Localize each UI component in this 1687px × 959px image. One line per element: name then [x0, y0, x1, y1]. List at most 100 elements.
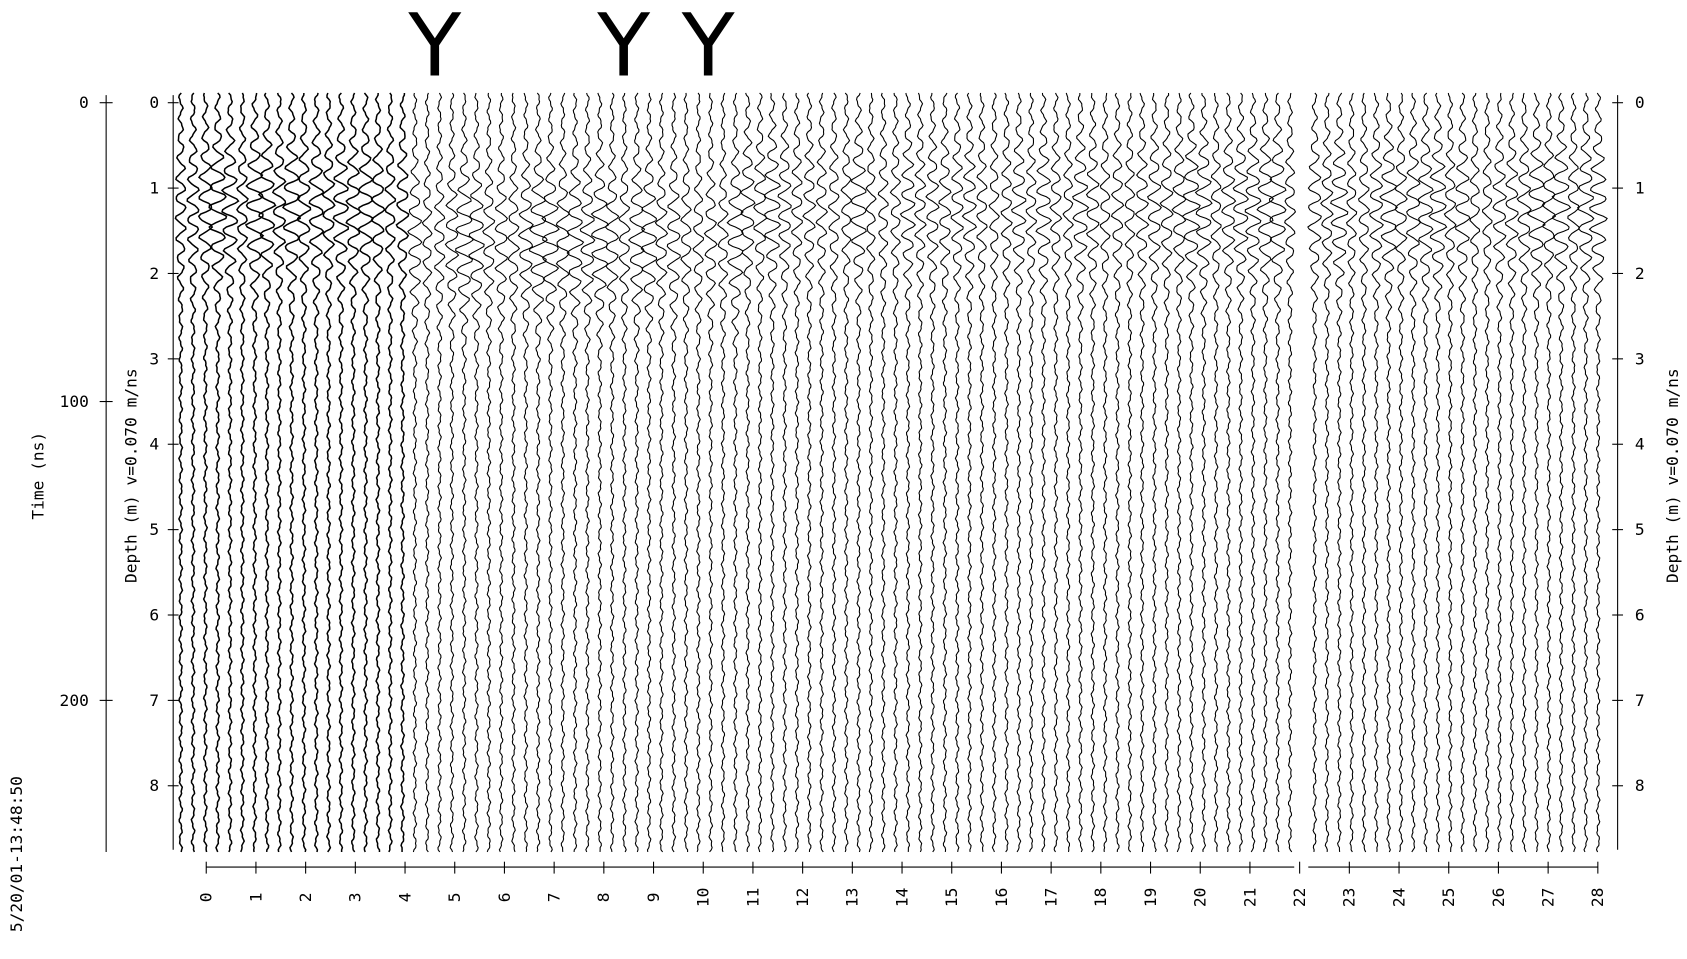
x-tick-label: 1 [246, 892, 265, 902]
trace [1379, 92, 1398, 853]
trace [1210, 92, 1222, 853]
trace [1049, 92, 1063, 853]
trace [1181, 92, 1201, 853]
depth-tick-label: 1 [1635, 178, 1645, 197]
x-tick-label: 16 [992, 888, 1011, 908]
trace [703, 92, 718, 853]
trace [827, 92, 840, 853]
marker-label: Y [681, 0, 735, 97]
depth-axis-label: Depth (m) v=0.070 m/ns [121, 368, 140, 583]
trace [1146, 92, 1162, 853]
trace [791, 92, 803, 853]
trace [444, 92, 460, 853]
trace [528, 92, 548, 853]
x-tick-label: 27 [1539, 888, 1558, 908]
depth-tick-label: 4 [1635, 435, 1645, 454]
trace [555, 92, 571, 853]
x-tick-label: 0 [197, 892, 216, 902]
trace [961, 92, 978, 853]
y-axis-label: Time (ns) [28, 432, 47, 520]
trace [1307, 92, 1322, 853]
trace [1455, 92, 1471, 852]
trace [482, 92, 496, 853]
trace [506, 92, 521, 853]
trace [1394, 92, 1408, 853]
trace [913, 92, 927, 853]
trace [726, 92, 744, 853]
trace [850, 92, 867, 853]
trace [384, 92, 397, 853]
depth-tick-label: 5 [1635, 520, 1645, 539]
marker-label: Y [407, 0, 461, 97]
trace [1159, 92, 1174, 853]
trace [1124, 92, 1136, 853]
depth-tick-label: 6 [1635, 605, 1645, 624]
depth-axis-label: Depth (m) v=0.070 m/ns [1663, 368, 1682, 583]
depth-tick-label: 7 [1635, 691, 1645, 710]
depth-tick-label: 6 [149, 605, 159, 624]
trace [1428, 92, 1448, 853]
trace [332, 92, 350, 852]
trace [1134, 92, 1150, 852]
trace [370, 92, 386, 852]
trace [938, 92, 952, 853]
x-tick-label: 3 [346, 892, 365, 902]
trace [1405, 92, 1422, 853]
x-tick-label: 15 [942, 888, 961, 908]
break-gap [1296, 86, 1303, 856]
depth-tick-label: 0 [149, 93, 159, 112]
trace [1551, 92, 1572, 853]
depth-tick-label: 2 [149, 264, 159, 283]
x-tick-label: 17 [1042, 888, 1061, 908]
trace [236, 92, 249, 853]
trace [421, 92, 433, 853]
trace [654, 92, 669, 853]
trace [1171, 92, 1187, 853]
trace [395, 92, 410, 852]
trace [1099, 92, 1111, 853]
trace [877, 92, 889, 853]
trace [950, 92, 964, 853]
trace [1330, 92, 1349, 853]
trace [468, 92, 485, 853]
trace [1025, 92, 1038, 853]
trace [357, 92, 375, 853]
depth-tick-label: 8 [1635, 776, 1645, 795]
trace [579, 92, 596, 853]
trace [1194, 92, 1213, 853]
trace [197, 92, 214, 853]
trace [1062, 92, 1074, 853]
trace [1516, 92, 1532, 853]
depth-tick-label: 1 [149, 178, 159, 197]
trace [517, 92, 534, 853]
x-tick-label: 24 [1389, 888, 1408, 908]
trace [840, 92, 853, 853]
trace [889, 92, 902, 853]
x-tick-label: 7 [545, 892, 564, 902]
trace [1010, 92, 1027, 853]
trace [1577, 92, 1595, 853]
trace [244, 92, 265, 853]
x-tick-label: 2 [296, 892, 315, 902]
trace [1567, 92, 1580, 853]
depth-tick-label: 0 [1635, 93, 1645, 112]
trace [925, 92, 940, 853]
trace [680, 92, 692, 852]
trace [282, 92, 301, 853]
trace [988, 92, 1000, 853]
trace [566, 92, 585, 853]
trace [186, 92, 200, 853]
trace [666, 92, 681, 853]
traces [174, 92, 1608, 853]
trace [739, 92, 756, 853]
x-tick-label: 13 [843, 888, 862, 908]
trace [257, 92, 277, 853]
trace [494, 92, 509, 853]
depth-tick-label: 2 [1635, 264, 1645, 283]
trace [541, 92, 560, 853]
trace [1256, 92, 1275, 852]
trace [627, 92, 646, 853]
x-tick-label: 10 [694, 888, 713, 908]
trace [1345, 92, 1358, 853]
